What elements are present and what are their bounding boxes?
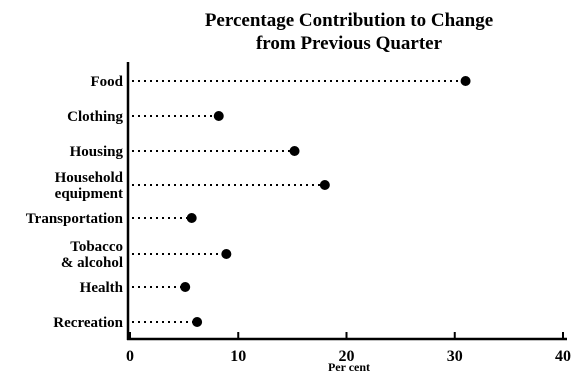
category-label: equipment [55,186,123,202]
data-point [319,180,330,190]
x-axis-label: Per cent [328,360,370,371]
category-label: Tobacco [70,239,123,255]
chart-title-line-2: from Previous Quarter [256,33,443,54]
category-label: Clothing [67,109,123,125]
data-point [186,213,197,223]
x-tick-label: 40 [555,348,571,365]
data-point [460,76,471,86]
data-point [192,317,203,327]
x-tick-label: 30 [447,348,463,365]
category-label: Recreation [53,315,123,331]
x-tick-label: 0 [126,348,134,365]
data-point [221,249,232,259]
category-label: Food [90,74,123,90]
category-label: Household [55,170,124,186]
data-point [213,111,224,121]
data-point [289,146,300,156]
category-label: Transportation [26,211,124,227]
data-point [180,282,191,292]
chart-title-line-1: Percentage Contribution to Change [205,10,493,31]
category-label: & alcohol [61,255,123,271]
x-tick-label: 20 [339,348,355,365]
category-label: Housing [70,144,124,160]
category-label: Health [80,280,124,296]
x-tick-label: 10 [230,348,246,365]
